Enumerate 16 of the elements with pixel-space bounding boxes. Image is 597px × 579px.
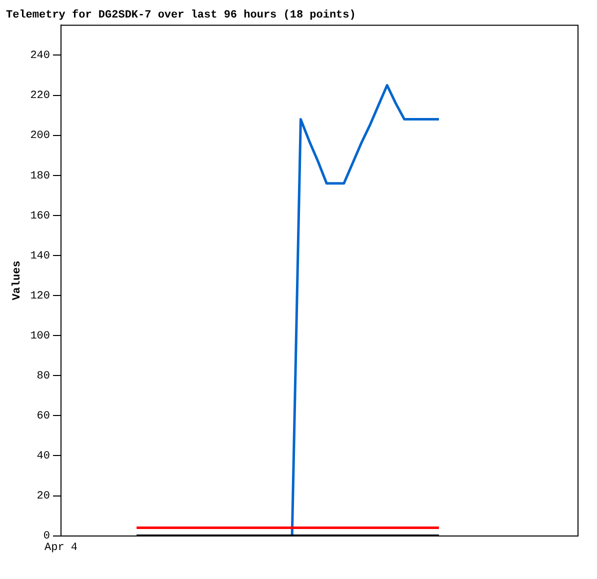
- y-tick-label: 180: [30, 170, 50, 182]
- y-tick-label: 220: [30, 90, 50, 102]
- y-tick-label: 60: [36, 410, 50, 423]
- y-tick-label: 40: [36, 450, 50, 463]
- y-tick-label: 200: [30, 130, 50, 142]
- y-tick-label: 120: [30, 290, 50, 302]
- chart-title: Telemetry for DG2SDK-7 over last 96 hours (18 points): [6, 8, 356, 22]
- y-tick-label: 80: [36, 370, 50, 383]
- y-axis-title: Values: [11, 260, 24, 300]
- y-tick-label: 140: [30, 250, 50, 262]
- y-tick-label: 100: [30, 330, 50, 342]
- text: Apr 4: [44, 542, 78, 554]
- y-tick-label: 20: [36, 490, 50, 503]
- y-tick-label: 0: [43, 530, 50, 543]
- y-tick-label: 160: [30, 210, 50, 222]
- y-tick-label: 240: [30, 50, 50, 62]
